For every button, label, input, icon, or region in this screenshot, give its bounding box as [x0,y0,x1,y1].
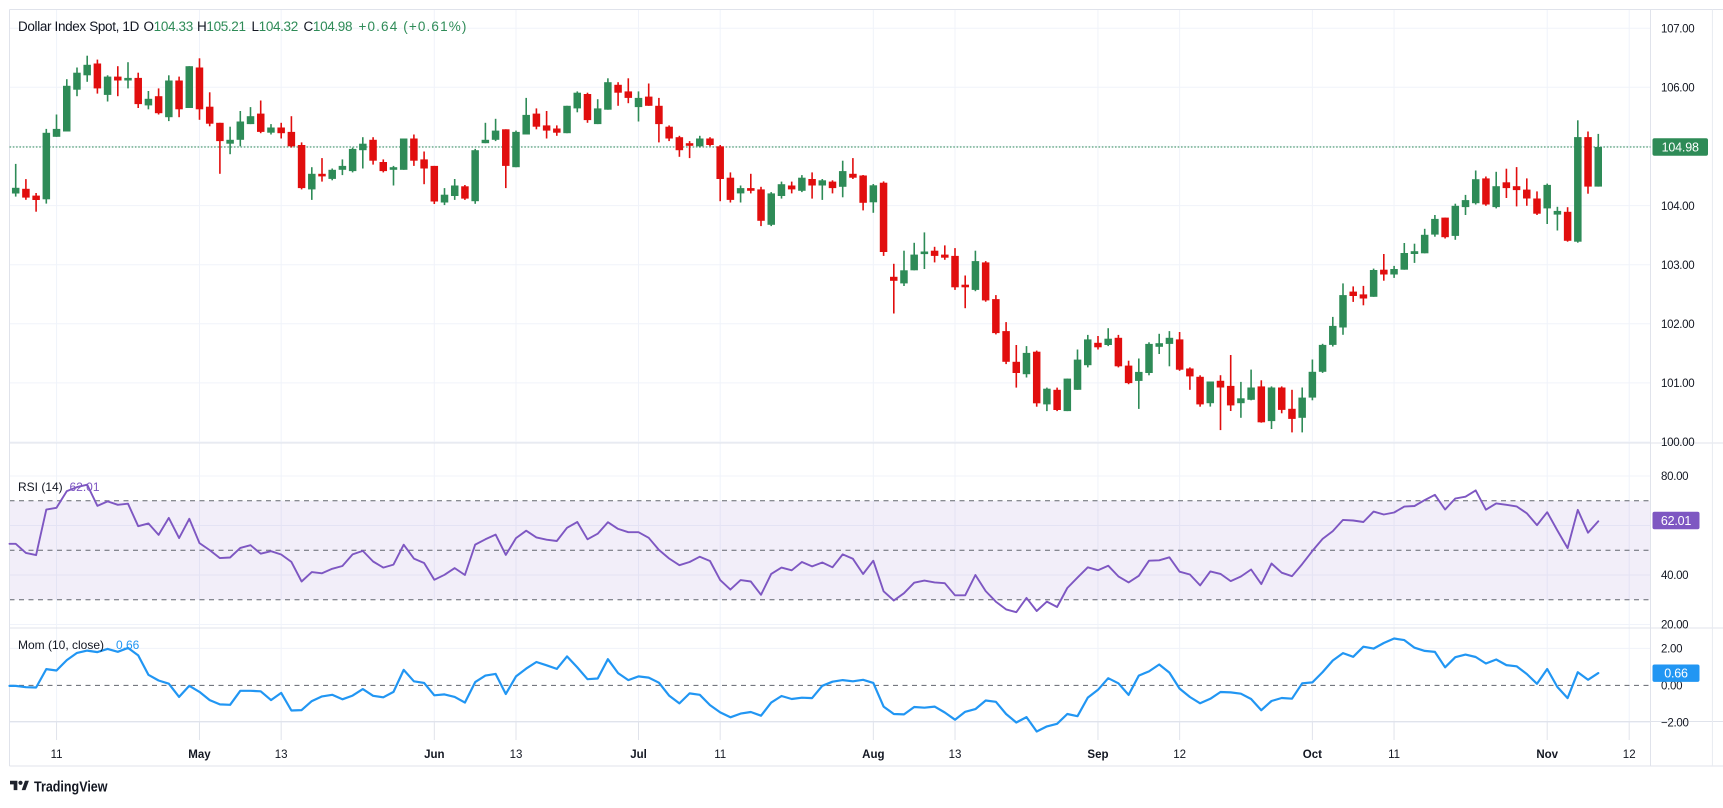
svg-text:TradingView: TradingView [34,780,108,796]
svg-text:11: 11 [51,749,63,761]
svg-text:62.01: 62.01 [1661,514,1692,528]
svg-text:Aug: Aug [862,749,884,761]
svg-text:80.00: 80.00 [1661,471,1688,483]
svg-text:RSI (14): RSI (14) [18,480,63,494]
svg-text:40.00: 40.00 [1661,570,1688,582]
svg-text:104.98: 104.98 [1662,140,1699,154]
svg-text:12: 12 [1623,749,1636,761]
svg-text:101.00: 101.00 [1661,378,1694,390]
svg-text:104.00: 104.00 [1661,201,1694,213]
svg-text:0.00: 0.00 [1661,681,1682,693]
svg-text:H105.21: H105.21 [197,19,246,34]
svg-text:20.00: 20.00 [1661,620,1688,632]
svg-text:12: 12 [1173,749,1186,761]
svg-text:O104.33: O104.33 [144,19,193,34]
svg-text:0.66: 0.66 [116,638,140,652]
svg-text:May: May [188,749,211,761]
svg-text:Oct: Oct [1303,749,1322,761]
svg-text:Jul: Jul [630,749,647,761]
svg-text:−2.00: −2.00 [1661,718,1689,730]
svg-text:0.66: 0.66 [1664,667,1688,681]
svg-text:103.00: 103.00 [1661,260,1694,272]
svg-text:107.00: 107.00 [1661,23,1694,35]
svg-text:Sep: Sep [1087,749,1108,761]
svg-text:102.00: 102.00 [1661,319,1694,331]
svg-text:L104.32: L104.32 [252,19,298,34]
svg-text:11: 11 [1388,749,1400,761]
svg-text:Nov: Nov [1536,749,1558,761]
svg-text:100.00: 100.00 [1661,437,1694,449]
svg-text:C104.98: C104.98 [304,19,353,34]
svg-text:13: 13 [949,749,962,761]
svg-text:13: 13 [510,749,523,761]
svg-text:106.00: 106.00 [1661,83,1694,95]
svg-text:11: 11 [714,749,726,761]
svg-text:13: 13 [275,749,288,761]
svg-text:2.00: 2.00 [1661,644,1682,656]
svg-text:Jun: Jun [424,749,444,761]
svg-text:Dollar Index Spot, 1D: Dollar Index Spot, 1D [18,19,140,34]
svg-text:62.01: 62.01 [70,480,100,494]
svg-text:+0.64 (+0.61%): +0.64 (+0.61%) [359,19,467,34]
svg-text:Mom (10, close): Mom (10, close) [18,638,104,652]
